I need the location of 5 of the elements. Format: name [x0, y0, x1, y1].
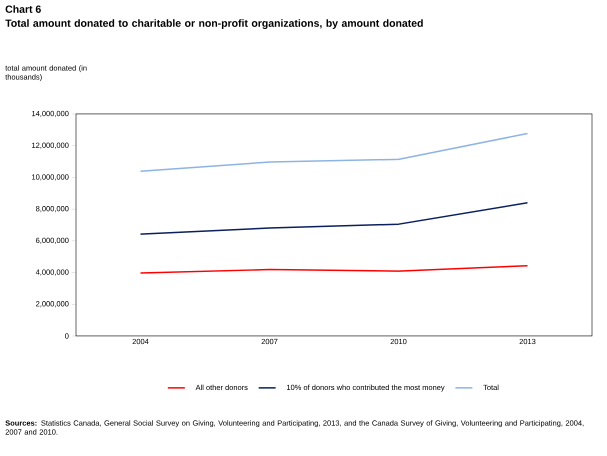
line-series [140, 202, 528, 235]
line-series [140, 132, 528, 172]
line-series [140, 264, 528, 274]
chart-subtitle: Total amount donated to charitable or non-profit organizations, by amount donated [5, 19, 423, 29]
chart-title: Chart 6 [6, 5, 41, 13]
